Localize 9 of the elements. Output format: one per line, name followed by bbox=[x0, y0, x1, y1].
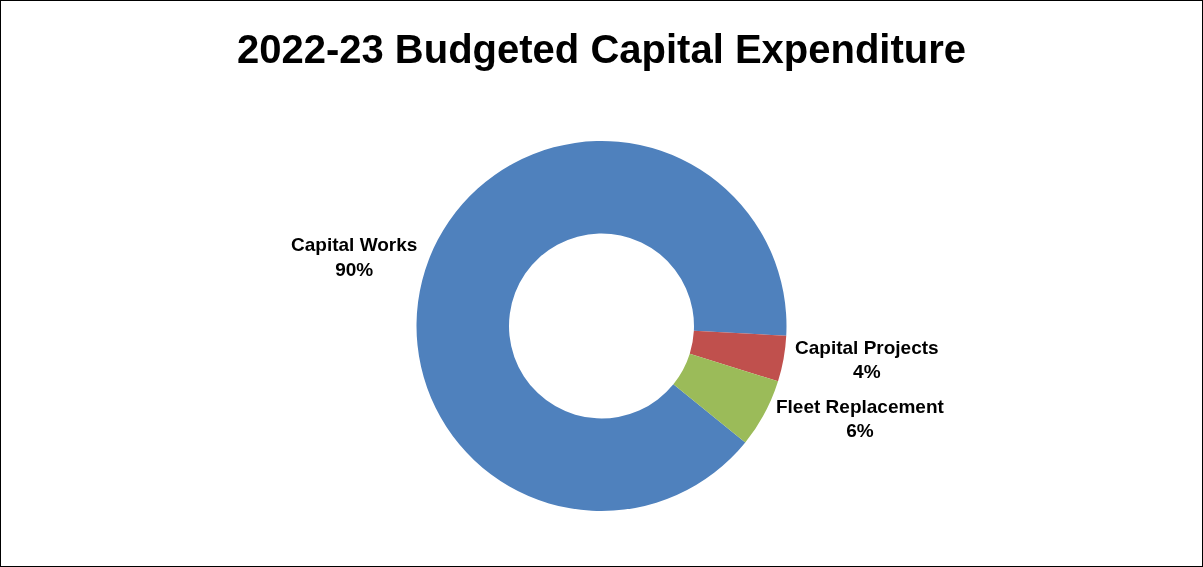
data-label: 4% bbox=[853, 361, 881, 383]
slice-label: Capital Projects bbox=[795, 336, 939, 358]
data-label: 90% bbox=[335, 258, 374, 280]
donut-slice bbox=[673, 353, 779, 443]
slice-label: Fleet Replacement bbox=[775, 395, 945, 417]
slice-label: Capital Works bbox=[291, 233, 418, 255]
data-label: 6% bbox=[846, 420, 874, 442]
chart-title: 2022-23 Budgeted Capital Expenditure bbox=[236, 26, 967, 71]
donut-slice bbox=[689, 330, 787, 382]
